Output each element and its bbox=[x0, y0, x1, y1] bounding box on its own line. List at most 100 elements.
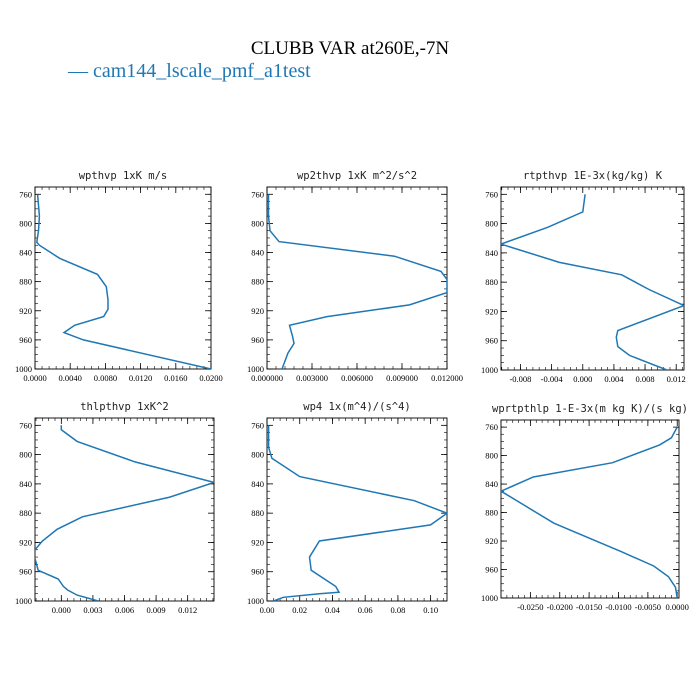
x-tick-label: 0.0160 bbox=[164, 373, 187, 383]
x-tick-label: 0.009000 bbox=[386, 373, 418, 383]
y-tick-label: 960 bbox=[19, 335, 32, 345]
x-tick-label: 0.000 bbox=[573, 374, 592, 384]
y-tick-label: 1000 bbox=[481, 365, 498, 375]
y-tick-label: 920 bbox=[485, 306, 498, 316]
y-tick-label: 960 bbox=[485, 336, 498, 346]
x-tick-label: 0.003 bbox=[83, 605, 102, 615]
y-tick-label: 920 bbox=[19, 306, 32, 316]
x-tick-label: 0.006000 bbox=[341, 373, 373, 383]
x-tick-label: -0.008 bbox=[509, 374, 531, 384]
panel-4: thlpthvp 1xK^2 760 800 840 880 920 960 1000 0.00… bbox=[15, 401, 215, 615]
series-line bbox=[267, 425, 447, 601]
x-tick-label: 0.0000 bbox=[666, 602, 689, 612]
y-tick-label: 760 bbox=[19, 420, 32, 430]
panel-title: wpthvp 1xK m/s bbox=[79, 170, 168, 182]
plot-frame bbox=[34, 186, 212, 370]
x-tick-label: 0.0000 bbox=[23, 373, 46, 383]
x-tick-label: -0.0100 bbox=[605, 602, 631, 612]
x-tick-label: 0.008 bbox=[636, 374, 655, 384]
x-tick-label: -0.0200 bbox=[547, 602, 573, 612]
panel-1: wpthvp 1xK m/s76080084088092096010000.00… bbox=[15, 170, 223, 383]
y-tick-label: 800 bbox=[251, 450, 264, 460]
series-line bbox=[36, 194, 211, 369]
panel-title: wp2thvp 1xK m^2/s^2 bbox=[297, 170, 417, 182]
y-tick-label: 960 bbox=[251, 567, 264, 577]
plot-frame bbox=[500, 419, 680, 599]
y-tick-label: 840 bbox=[485, 479, 498, 489]
series-line bbox=[501, 194, 684, 370]
y-tick-label: 1000 bbox=[15, 364, 32, 374]
y-tick-label: 880 bbox=[485, 508, 498, 518]
panel-title: wprtpthlp 1-E-3x(m kg K)/(s kg) bbox=[492, 403, 688, 415]
x-tick-label: -0.0250 bbox=[517, 602, 543, 612]
panel-title: wp4 1x(m^4)/(s^4) bbox=[303, 401, 410, 413]
figure-title: CLUBB VAR at260E,-7N bbox=[250, 38, 450, 59]
x-tick-label: 0.003000 bbox=[296, 373, 328, 383]
panel-title: rtpthvp 1E-3x(kg/kg) K bbox=[523, 170, 663, 182]
y-tick-label: 800 bbox=[19, 450, 32, 460]
y-tick-label: 760 bbox=[485, 189, 498, 199]
panel-2: wp2thvp 1xK m^2/s^2 760 800 840 880 920 960 100… bbox=[247, 170, 463, 383]
legend-entry: — cam144_lscale_pmf_a1test bbox=[68, 60, 311, 82]
panel-5: wp4 1x(m^4)/(s^4)76080084088092096010000… bbox=[247, 401, 448, 615]
x-tick-label: 0.08 bbox=[390, 605, 405, 615]
x-tick-label: 0.009 bbox=[147, 605, 166, 615]
y-tick-label: 880 bbox=[19, 277, 32, 287]
y-tick-label: 840 bbox=[485, 248, 498, 258]
x-tick-label: 0.012000 bbox=[431, 373, 463, 383]
x-tick-label: 0.00 bbox=[260, 605, 275, 615]
y-tick-label: 760 bbox=[251, 420, 264, 430]
plot-frame bbox=[34, 417, 215, 602]
y-tick-label: 800 bbox=[485, 219, 498, 229]
y-tick-label: 760 bbox=[19, 189, 32, 199]
y-tick-label: 960 bbox=[485, 565, 498, 575]
y-tick-label: 960 bbox=[19, 567, 32, 577]
x-tick-label: 0.006 bbox=[115, 605, 134, 615]
x-tick-label: 0.012 bbox=[178, 605, 197, 615]
y-tick-label: 960 bbox=[251, 335, 264, 345]
x-tick-label: 0.0080 bbox=[94, 373, 117, 383]
y-tick-label: 840 bbox=[251, 248, 264, 258]
y-tick-label: 840 bbox=[251, 479, 264, 489]
x-tick-label: -0.004 bbox=[541, 374, 564, 384]
y-tick-label: 920 bbox=[251, 537, 264, 547]
y-tick-label: 800 bbox=[251, 218, 264, 228]
y-tick-label: 920 bbox=[19, 537, 32, 547]
y-tick-label: 920 bbox=[251, 306, 264, 316]
y-tick-label: 760 bbox=[485, 422, 498, 432]
panel-title: thlpthvp 1xK^2 bbox=[80, 401, 169, 413]
x-tick-label: 0.000 bbox=[52, 605, 71, 615]
panel-3: rtpthvp 1E-3x(kg/kg) K 760 800 840 880 920 960… bbox=[481, 170, 686, 384]
plot-frame bbox=[266, 417, 448, 602]
y-tick-label: 920 bbox=[485, 536, 498, 546]
x-tick-label: 0.004 bbox=[604, 374, 624, 384]
x-tick-label: 0.0040 bbox=[59, 373, 82, 383]
y-tick-label: 1000 bbox=[247, 596, 264, 606]
x-tick-label: 0.0120 bbox=[129, 373, 152, 383]
series-line bbox=[267, 194, 447, 369]
x-tick-label: 0.000000 bbox=[251, 373, 283, 383]
x-tick-label: -0.0150 bbox=[576, 602, 602, 612]
x-tick-label: 0.02 bbox=[292, 605, 307, 615]
y-tick-label: 880 bbox=[251, 277, 264, 287]
y-tick-label: 880 bbox=[251, 508, 264, 518]
y-tick-label: 840 bbox=[19, 479, 32, 489]
panel-6: wprtpthlp 1-E-3x(m kg K)/(s kg) 760 800 840… bbox=[481, 403, 689, 612]
y-tick-label: 880 bbox=[485, 277, 498, 287]
plot-frame bbox=[500, 186, 685, 371]
y-tick-label: 880 bbox=[19, 508, 32, 518]
series-line bbox=[501, 426, 678, 598]
x-tick-label: -0.0050 bbox=[635, 602, 661, 612]
y-tick-label: 1000 bbox=[481, 593, 498, 603]
x-tick-label: 0.04 bbox=[325, 605, 341, 615]
y-tick-label: 760 bbox=[251, 189, 264, 199]
y-tick-label: 1000 bbox=[15, 596, 32, 606]
x-tick-label: 0.06 bbox=[358, 605, 373, 615]
x-tick-label: 0.0200 bbox=[199, 373, 222, 383]
y-tick-label: 1000 bbox=[247, 364, 264, 374]
y-tick-label: 800 bbox=[485, 451, 498, 461]
x-tick-label: 0.012 bbox=[667, 374, 686, 384]
y-tick-label: 800 bbox=[19, 218, 32, 228]
series-line bbox=[35, 425, 214, 601]
